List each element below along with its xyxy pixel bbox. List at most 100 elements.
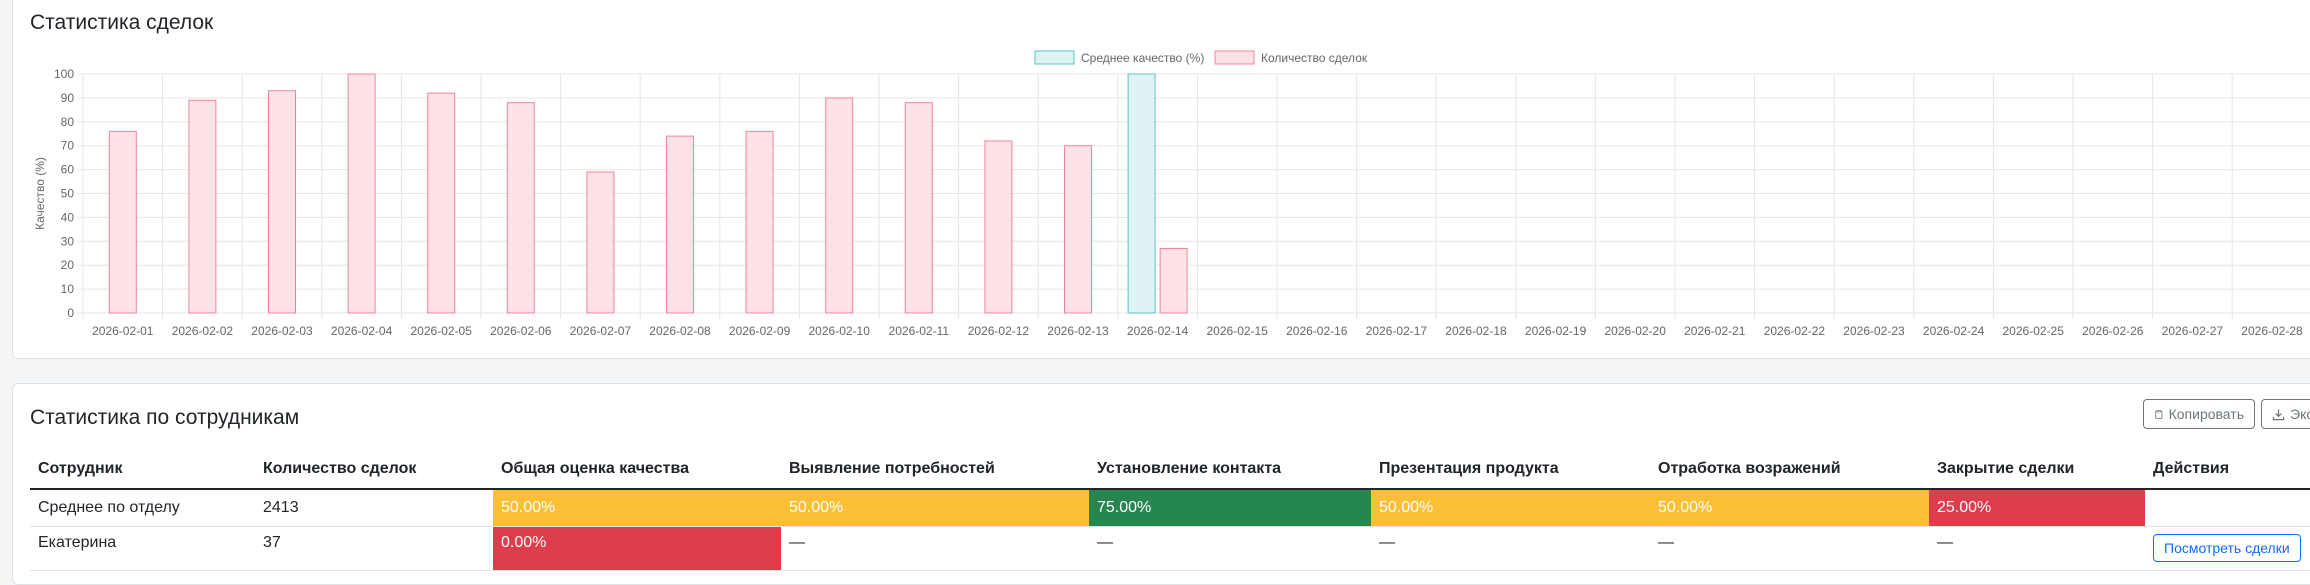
x-tick-label: 2026-02-23 bbox=[1843, 324, 1905, 338]
x-tick-label: 2026-02-03 bbox=[251, 324, 313, 338]
bar-deal-count bbox=[347, 73, 376, 314]
cell-employee: Екатерина bbox=[30, 526, 255, 571]
legend-label-avg-quality: Среднее качество (%) bbox=[1081, 51, 1204, 65]
bar-deal-count bbox=[108, 130, 137, 314]
cell-needs: 50.00% bbox=[781, 489, 1089, 527]
y-tick-label: 40 bbox=[61, 210, 75, 224]
x-tick-label: 2026-02-22 bbox=[1764, 324, 1826, 338]
cell-closing: — bbox=[1929, 526, 2145, 571]
col-presentation: Презентация продукта bbox=[1371, 450, 1650, 490]
x-tick-label: 2026-02-01 bbox=[92, 324, 154, 338]
col-contact: Установление контакта bbox=[1089, 450, 1371, 490]
x-tick-label: 2026-02-10 bbox=[809, 324, 871, 338]
x-tick-label: 2026-02-09 bbox=[729, 324, 791, 338]
bar-deal-count bbox=[506, 102, 535, 314]
bar-deal-count bbox=[984, 140, 1013, 314]
cell-closing: 25.00% bbox=[1929, 489, 2145, 527]
y-tick-label: 20 bbox=[61, 258, 75, 272]
y-tick-label: 80 bbox=[61, 115, 75, 129]
x-tick-label: 2026-02-16 bbox=[1286, 324, 1348, 338]
cell-presentation: — bbox=[1371, 526, 1650, 571]
cell-overall-quality: 0.00% bbox=[493, 526, 781, 571]
deal-stats-chart: 0 10 20 30 40 50 60 70 80 90 100 2026-02-01 2026-02-… bbox=[33, 50, 2310, 338]
cell-presentation: 50.00% bbox=[1371, 489, 1650, 527]
x-tick-label: 2026-02-08 bbox=[649, 324, 711, 338]
cell-objections: — bbox=[1650, 526, 1929, 571]
y-tick-label: 90 bbox=[61, 91, 75, 105]
x-tick-label: 2026-02-07 bbox=[570, 324, 632, 338]
bar-deal-count bbox=[745, 130, 774, 314]
x-tick-label: 2026-02-28 bbox=[2241, 324, 2303, 338]
export-button[interactable]: Экспорт bbox=[2261, 399, 2310, 429]
bar-deal-count bbox=[268, 90, 296, 314]
view-deals-button[interactable]: Посмотреть сделки bbox=[2153, 534, 2301, 562]
x-tick-label: 2026-02-11 bbox=[889, 324, 950, 338]
bar-deal-count bbox=[825, 97, 854, 314]
x-tick-label: 2026-02-27 bbox=[2162, 324, 2224, 338]
deal-stats-title: Статистика сделок bbox=[30, 11, 214, 34]
bar-deal-count bbox=[904, 102, 933, 314]
x-tick-label: 2026-02-26 bbox=[2082, 324, 2144, 338]
cell-contact: 75.00% bbox=[1089, 489, 1371, 527]
bar-deal-count bbox=[586, 171, 615, 314]
bar-deal-count bbox=[1159, 247, 1188, 314]
cell-contact: — bbox=[1089, 526, 1371, 571]
y-tick-label: 70 bbox=[61, 139, 75, 153]
x-tick-label: 2026-02-25 bbox=[2003, 324, 2065, 338]
x-tick-label: 2026-02-02 bbox=[172, 324, 234, 338]
table-header-row: Сотрудник Количество сделок Общая оценка… bbox=[30, 450, 2310, 490]
y-tick-label: 30 bbox=[61, 234, 75, 248]
col-actions: Действия bbox=[2145, 450, 2310, 490]
col-needs: Выявление потребностей bbox=[781, 450, 1089, 490]
deal-stats-card: Статистика сделок 0 10 20 30 40 50 60 70 80 90 100… bbox=[12, 0, 2310, 359]
x-tick-label: 2026-02-04 bbox=[331, 324, 393, 338]
cell-employee: Среднее по отделу bbox=[30, 489, 255, 527]
table-row-department-average: Среднее по отделу 2413 50.00% 50.00% 75.… bbox=[30, 489, 2310, 527]
y-tick-label: 50 bbox=[61, 187, 75, 201]
x-tick-label: 2026-02-15 bbox=[1207, 324, 1269, 338]
x-tick-label: 2026-02-20 bbox=[1605, 324, 1667, 338]
cell-actions bbox=[2145, 489, 2310, 527]
legend-label-deal-count: Количество сделок bbox=[1261, 51, 1368, 65]
bar-deal-count bbox=[666, 135, 694, 314]
table-row-employee: Екатерина 37 0.00% — — — — — Посмотреть … bbox=[30, 526, 2310, 571]
copy-button[interactable]: Копировать bbox=[2143, 399, 2255, 429]
y-tick-label: 10 bbox=[61, 282, 75, 296]
cell-deal-count: 37 bbox=[255, 526, 493, 571]
cell-objections: 50.00% bbox=[1650, 489, 1929, 527]
y-axis-label: Качество (%) bbox=[33, 157, 47, 230]
col-deal-count: Количество сделок bbox=[255, 450, 493, 490]
cell-needs: — bbox=[781, 526, 1089, 571]
col-overall-quality: Общая оценка качества bbox=[493, 450, 781, 490]
x-tick-label: 2026-02-24 bbox=[1923, 324, 1985, 338]
employee-stats-title: Статистика по сотрудникам bbox=[30, 406, 300, 429]
legend-swatch-deal-count bbox=[1214, 50, 1255, 65]
x-tick-label: 2026-02-19 bbox=[1525, 324, 1587, 338]
export-button-label: Экспорт bbox=[2290, 406, 2310, 422]
bar-avg-quality bbox=[1127, 73, 1156, 314]
x-tick-label: 2026-02-14 bbox=[1127, 324, 1189, 338]
col-objections: Отработка возражений bbox=[1650, 450, 1929, 490]
cell-overall-quality: 50.00% bbox=[493, 489, 781, 527]
y-tick-label: 0 bbox=[67, 306, 74, 320]
employee-stats-card: Статистика по сотрудникам Копировать Экс… bbox=[12, 383, 2310, 585]
download-icon bbox=[2272, 408, 2285, 420]
bar-deal-count bbox=[1064, 145, 1092, 314]
clipboard-icon bbox=[2155, 409, 2163, 419]
legend-swatch-avg-quality bbox=[1034, 50, 1075, 65]
bar-deal-count bbox=[188, 99, 217, 314]
x-tick-label: 2026-02-05 bbox=[411, 324, 473, 338]
x-tick-label: 2026-02-17 bbox=[1366, 324, 1428, 338]
cell-actions: Посмотреть сделки bbox=[2145, 526, 2310, 571]
col-closing: Закрытие сделки bbox=[1929, 450, 2145, 490]
x-tick-label: 2026-02-21 bbox=[1684, 324, 1746, 338]
col-employee: Сотрудник bbox=[30, 450, 255, 490]
x-tick-label: 2026-02-12 bbox=[968, 324, 1030, 338]
copy-button-label: Копировать bbox=[2168, 406, 2244, 422]
employee-stats-table: Сотрудник Количество сделок Общая оценка… bbox=[30, 450, 2310, 571]
x-tick-label: 2026-02-18 bbox=[1445, 324, 1507, 338]
y-tick-label: 60 bbox=[61, 163, 75, 177]
bar-deal-count bbox=[427, 92, 456, 314]
cell-deal-count: 2413 bbox=[255, 489, 493, 527]
y-tick-label: 100 bbox=[54, 67, 74, 81]
